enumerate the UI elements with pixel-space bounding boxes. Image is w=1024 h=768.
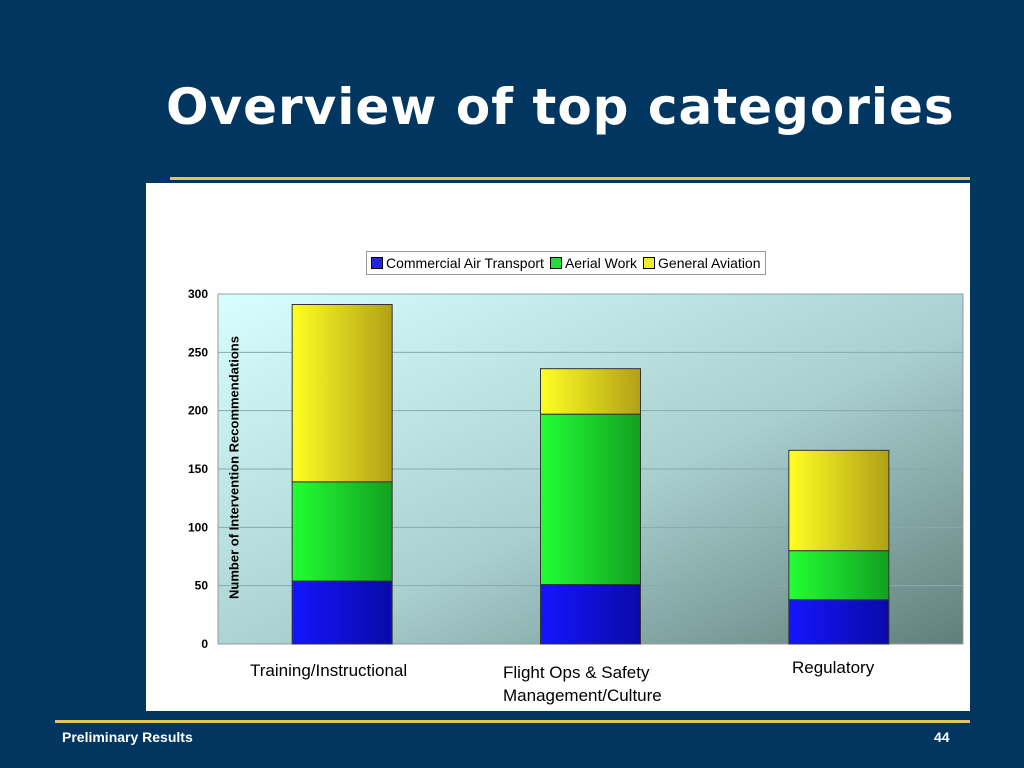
category-label-flight-ops: Flight Ops & Safety Management/Culture	[503, 661, 662, 707]
y-tick-label: 250	[188, 345, 208, 359]
category-label-flight-ops-line2: Management/Culture	[503, 686, 662, 705]
category-label-training: Training/Instructional	[250, 661, 408, 680]
legend-swatch-blue	[371, 257, 383, 269]
bar-segment-general-1	[540, 368, 641, 415]
page-number: 44	[934, 729, 950, 745]
y-tick-label: 100	[188, 520, 208, 534]
category-label-regulatory: Regulatory	[792, 658, 875, 677]
bar-segment-general-0	[291, 304, 393, 483]
footer-text: Preliminary Results	[62, 729, 193, 745]
category-label-flight-ops-line1: Flight Ops & Safety	[503, 663, 650, 682]
chart-legend: Commercial Air Transport Aerial Work Gen…	[366, 251, 766, 275]
slide-title: Overview of top categories	[166, 78, 955, 136]
legend-label-commercial: Commercial Air Transport	[386, 255, 544, 271]
y-tick-label: 300	[188, 287, 208, 301]
legend-item-aerial: Aerial Work	[549, 255, 638, 271]
bar-segment-aerial-2	[788, 550, 890, 601]
legend-label-general: General Aviation	[658, 255, 761, 271]
bar-segment-commercial-1	[540, 584, 641, 645]
legend-label-aerial: Aerial Work	[564, 255, 638, 271]
legend-swatch-green	[549, 257, 562, 269]
footer-rule	[55, 720, 970, 723]
bar-segment-aerial-0	[291, 481, 393, 582]
y-tick-label: 150	[188, 462, 208, 476]
bar-segment-commercial-0	[291, 580, 393, 645]
bar-segment-general-2	[788, 449, 890, 552]
y-tick-label: 50	[195, 579, 209, 593]
bar-segment-commercial-2	[788, 599, 890, 645]
title-underline	[170, 177, 970, 180]
y-tick-label: 200	[188, 404, 208, 418]
y-axis-label: Number of Intervention Recommendations	[226, 336, 242, 599]
legend-item-general: General Aviation	[643, 255, 761, 271]
y-tick-label: 0	[201, 637, 208, 651]
legend-swatch-yellow	[643, 257, 656, 269]
legend-item-commercial: Commercial Air Transport	[371, 255, 544, 271]
bar-segment-aerial-1	[540, 413, 641, 585]
